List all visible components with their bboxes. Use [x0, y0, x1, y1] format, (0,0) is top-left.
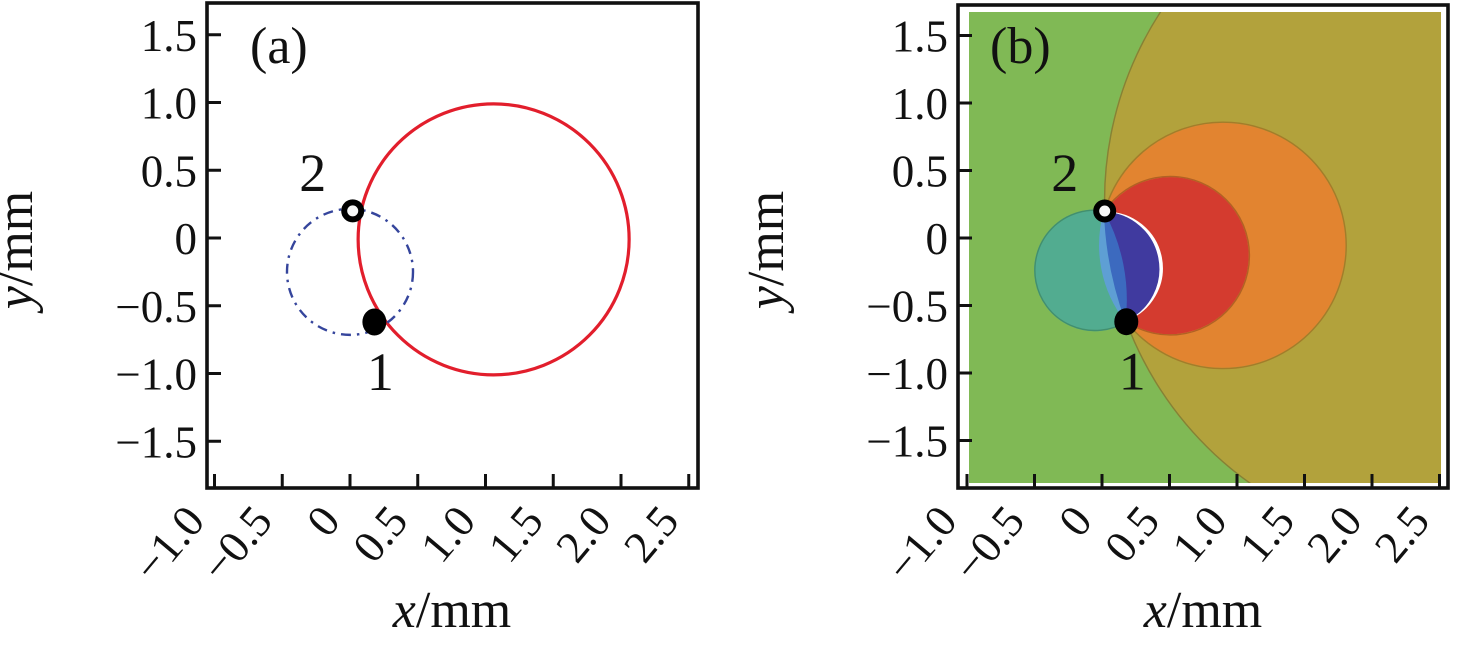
point-1-filled-marker [362, 308, 387, 336]
y-tick-label: 1.5 [892, 12, 948, 62]
y-tick-label: −0.5 [115, 282, 197, 332]
orange-olive-boundary [1104, 121, 1347, 370]
x-tick-label: 2.5 [1365, 496, 1439, 571]
y-axis-title-b: y/mm [738, 191, 795, 314]
panel-b: −1.0−0.5 00.51.01.52.02.51.51.00.50−0.5−1… [738, 3, 1450, 639]
y-tick-label: −1.5 [115, 417, 197, 467]
red-solid-circle [356, 102, 631, 377]
panel-label-a: (a) [250, 18, 308, 75]
x-tick-label: 2.5 [614, 496, 688, 571]
teal-green-boundary [1034, 209, 1127, 332]
x-tick-label: 1.0 [411, 496, 485, 571]
y-tick-label: 0.5 [892, 147, 948, 197]
point-2-label: 2 [1051, 143, 1078, 203]
x-tick-label: 0.5 [343, 496, 417, 571]
y-tick-label: 1.0 [141, 79, 197, 129]
x-tick-label: 0 [297, 496, 350, 545]
x-tick-label: −1.0 [876, 496, 967, 591]
phase-map [969, 12, 1441, 483]
point-1-label: 1 [1119, 342, 1146, 402]
panel-a: −1.0−0.5 00.51.01.52.02.51.51.00.50−0.5−1… [0, 1, 700, 639]
x-axis-title-a: x/mm [392, 582, 511, 639]
y-tick-label: 0.5 [141, 146, 197, 196]
point-2-open-marker [1093, 199, 1117, 223]
y-axis-title-a: y/mm [0, 191, 44, 314]
axis-frame-a [205, 1, 700, 490]
x-tick-label: −0.5 [943, 496, 1034, 591]
x-tick-label: −1.0 [123, 496, 214, 591]
y-tick-label: 0 [926, 214, 949, 264]
x-tick-label: 1.5 [1230, 496, 1304, 571]
x-tick-label: 1.5 [478, 496, 552, 571]
point-1-label: 1 [367, 342, 394, 402]
y-tick-label: −1.0 [866, 349, 948, 399]
x-tick-label: 2.0 [1297, 496, 1371, 571]
y-tick-label: −1.5 [866, 417, 948, 467]
y-tick-label: 0 [175, 214, 198, 264]
y-tick-label: −1.0 [115, 350, 197, 400]
y-tick-label: 1.0 [892, 79, 948, 129]
x-tick-label: 0.5 [1095, 496, 1169, 571]
panel-label-b: (b) [990, 18, 1051, 75]
x-tick-label: 2.0 [546, 496, 620, 571]
y-tick-label: −0.5 [866, 282, 948, 332]
x-axis-title-b: x/mm [1143, 582, 1262, 639]
point-1-filled-marker [1114, 308, 1139, 336]
x-tick-label: 0 [1049, 496, 1102, 545]
axis-frame-b [956, 3, 1450, 490]
x-tick-label: −0.5 [191, 496, 282, 591]
y-tick-label: 1.5 [141, 11, 197, 61]
plot-area-a [207, 3, 698, 488]
x-tick-label: 1.0 [1162, 496, 1236, 571]
red-orange-boundary [1104, 175, 1251, 336]
point-2-label: 2 [299, 143, 326, 203]
point-2-open-marker [341, 199, 365, 223]
